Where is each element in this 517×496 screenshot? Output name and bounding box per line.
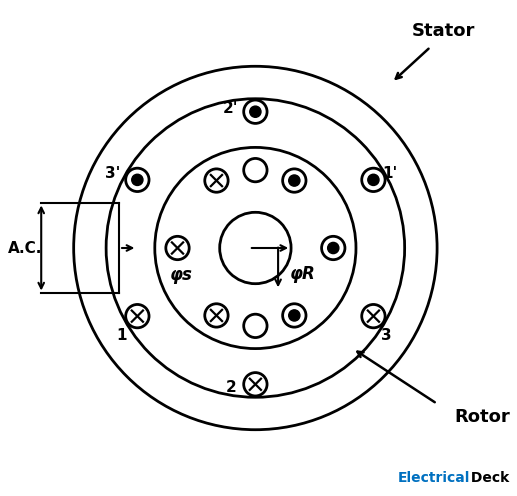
Circle shape — [132, 174, 143, 186]
Text: 2: 2 — [225, 380, 236, 395]
Text: 3': 3' — [105, 166, 120, 181]
Circle shape — [205, 304, 228, 327]
Circle shape — [362, 305, 385, 328]
Text: φR: φR — [289, 265, 315, 283]
Circle shape — [322, 236, 345, 260]
Circle shape — [166, 236, 189, 260]
Circle shape — [288, 175, 300, 186]
Circle shape — [368, 174, 379, 186]
Circle shape — [283, 304, 306, 327]
Text: 3: 3 — [381, 328, 392, 343]
Circle shape — [283, 169, 306, 192]
Text: φs: φs — [169, 266, 192, 284]
Circle shape — [244, 158, 267, 182]
Circle shape — [288, 310, 300, 321]
Circle shape — [205, 169, 228, 192]
Circle shape — [126, 305, 149, 328]
Text: Stator: Stator — [412, 22, 475, 40]
Text: Rotor: Rotor — [454, 408, 510, 426]
Text: Deck: Deck — [466, 471, 510, 486]
Text: 2': 2' — [223, 101, 238, 116]
Text: Electrical: Electrical — [398, 471, 470, 486]
Text: 1': 1' — [382, 166, 397, 181]
Circle shape — [244, 372, 267, 396]
Circle shape — [126, 168, 149, 191]
Circle shape — [362, 168, 385, 191]
Circle shape — [244, 314, 267, 338]
Circle shape — [250, 106, 261, 118]
Circle shape — [328, 243, 339, 253]
Text: 1: 1 — [116, 328, 126, 343]
Circle shape — [244, 100, 267, 124]
Text: A.C.: A.C. — [8, 241, 42, 255]
